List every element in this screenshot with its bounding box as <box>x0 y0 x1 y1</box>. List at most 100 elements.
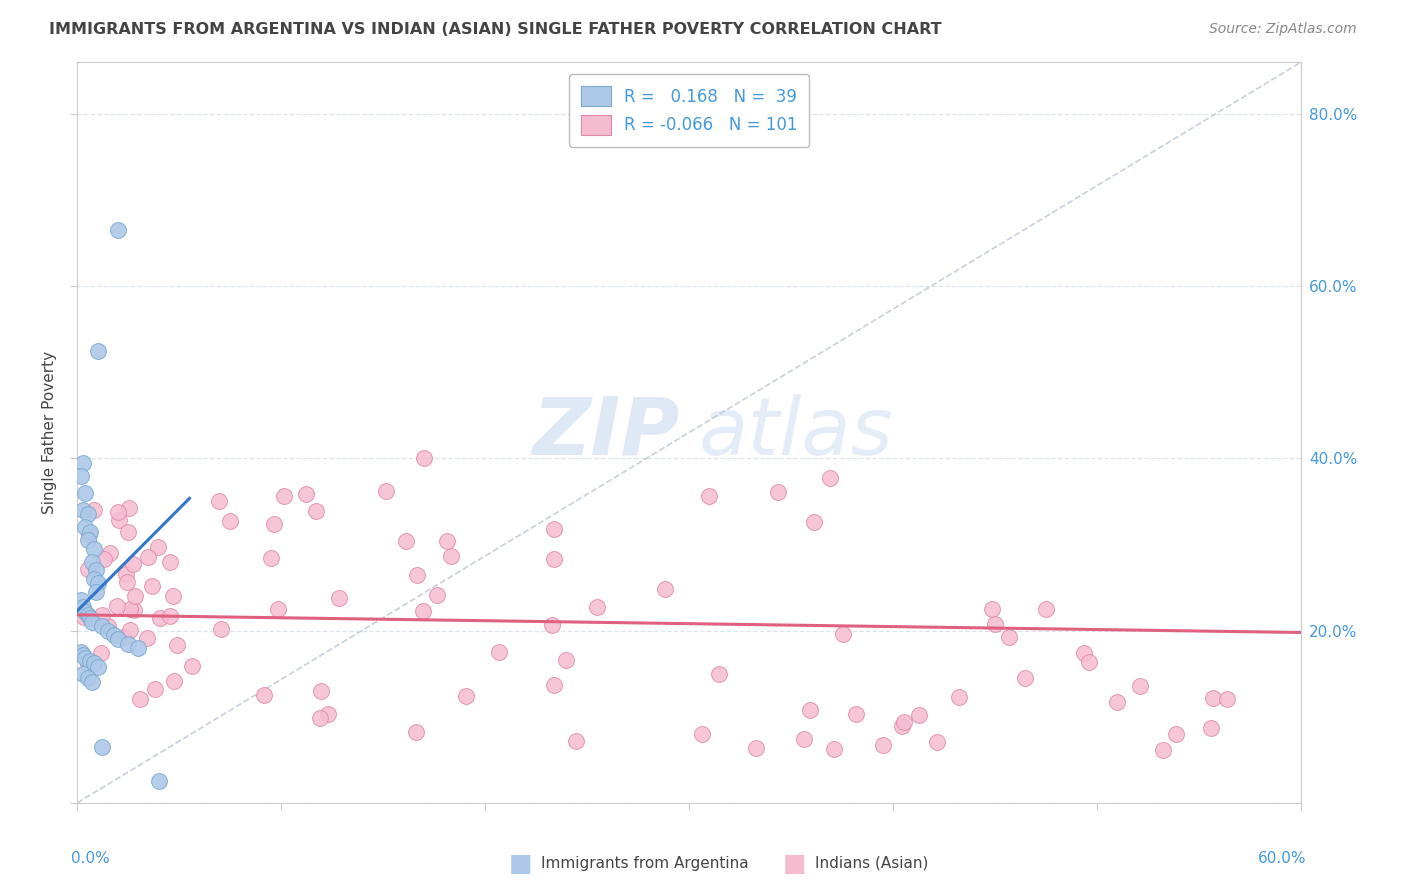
Point <box>114 566 136 581</box>
Point <box>908 707 931 722</box>
Point <box>75 520 97 534</box>
Point <box>83 541 105 556</box>
Point <box>981 602 1004 616</box>
Point <box>831 626 853 640</box>
Point <box>87 660 110 674</box>
Point <box>90 646 112 660</box>
Point <box>80 555 103 569</box>
Y-axis label: Single Father Poverty: Single Father Poverty <box>42 351 58 514</box>
Point <box>72 503 94 517</box>
Point <box>273 489 295 503</box>
Point <box>76 657 98 671</box>
Point <box>1035 602 1057 616</box>
Point <box>309 711 332 725</box>
Point <box>98 546 121 560</box>
Point <box>117 636 139 650</box>
Point <box>107 505 129 519</box>
Point <box>84 585 107 599</box>
Point <box>159 608 181 623</box>
Point <box>75 486 97 500</box>
Point <box>260 551 283 566</box>
Point <box>77 526 100 541</box>
Point <box>135 632 157 646</box>
Point <box>136 550 159 565</box>
Point <box>295 486 318 500</box>
Point <box>90 619 112 633</box>
Point <box>91 608 114 623</box>
Point <box>374 484 396 499</box>
Point <box>1216 692 1239 706</box>
Point <box>406 568 429 582</box>
Point <box>90 739 112 754</box>
Point <box>107 632 129 647</box>
Point <box>180 659 202 673</box>
Point <box>70 645 93 659</box>
Point <box>413 451 436 466</box>
Point <box>316 706 339 721</box>
Point <box>127 640 149 655</box>
Point <box>118 501 141 516</box>
Text: IMMIGRANTS FROM ARGENTINA VS INDIAN (ASIAN) SINGLE FATHER POVERTY CORRELATION CH: IMMIGRANTS FROM ARGENTINA VS INDIAN (ASI… <box>49 22 942 37</box>
Point <box>162 589 184 603</box>
Point <box>890 719 912 733</box>
Point <box>72 456 94 470</box>
Text: Immigrants from Argentina: Immigrants from Argentina <box>541 856 749 871</box>
Point <box>872 738 894 752</box>
Point <box>72 648 94 662</box>
Point <box>141 579 163 593</box>
Legend: R =   0.168   N =  39, R = -0.066   N = 101: R = 0.168 N = 39, R = -0.066 N = 101 <box>569 74 808 147</box>
Point <box>107 513 129 527</box>
Point <box>112 630 135 644</box>
Point <box>146 541 169 555</box>
Text: 0.0%: 0.0% <box>72 851 110 866</box>
Point <box>543 677 565 691</box>
Point <box>115 575 138 590</box>
Point <box>565 734 588 748</box>
Point <box>73 610 96 624</box>
Point <box>893 714 915 729</box>
Point <box>1014 671 1036 685</box>
Point <box>1105 695 1128 709</box>
Point <box>148 774 170 789</box>
Point <box>1073 647 1095 661</box>
Point <box>149 611 172 625</box>
Text: ZIP: ZIP <box>531 393 679 472</box>
Point <box>768 485 790 500</box>
Point <box>554 653 576 667</box>
Point <box>129 692 152 706</box>
Text: atlas: atlas <box>699 393 893 472</box>
Point <box>818 471 841 485</box>
Point <box>159 555 181 569</box>
Point <box>79 524 101 539</box>
Point <box>824 742 846 756</box>
Point <box>218 514 240 528</box>
Point <box>1129 679 1152 693</box>
Point <box>1164 726 1187 740</box>
Point <box>72 666 94 681</box>
Point <box>267 601 290 615</box>
Point <box>75 605 97 619</box>
Point <box>439 549 461 563</box>
Point <box>107 223 129 237</box>
Point <box>1152 742 1174 756</box>
Text: Indians (Asian): Indians (Asian) <box>815 856 929 871</box>
Point <box>76 608 98 623</box>
Point <box>426 588 449 602</box>
Point <box>395 534 418 549</box>
Point <box>120 601 142 615</box>
Point <box>654 582 676 596</box>
Point <box>328 591 350 606</box>
Point <box>76 533 98 548</box>
Point <box>998 630 1021 644</box>
Point <box>76 508 98 522</box>
Point <box>1202 690 1225 705</box>
Text: Source: ZipAtlas.com: Source: ZipAtlas.com <box>1209 22 1357 37</box>
Point <box>77 562 100 576</box>
Point <box>122 603 145 617</box>
Point <box>709 666 731 681</box>
Point <box>75 651 97 665</box>
Point <box>105 599 128 613</box>
Point <box>1199 721 1222 735</box>
Point <box>84 563 107 577</box>
Text: 60.0%: 60.0% <box>1258 851 1306 866</box>
